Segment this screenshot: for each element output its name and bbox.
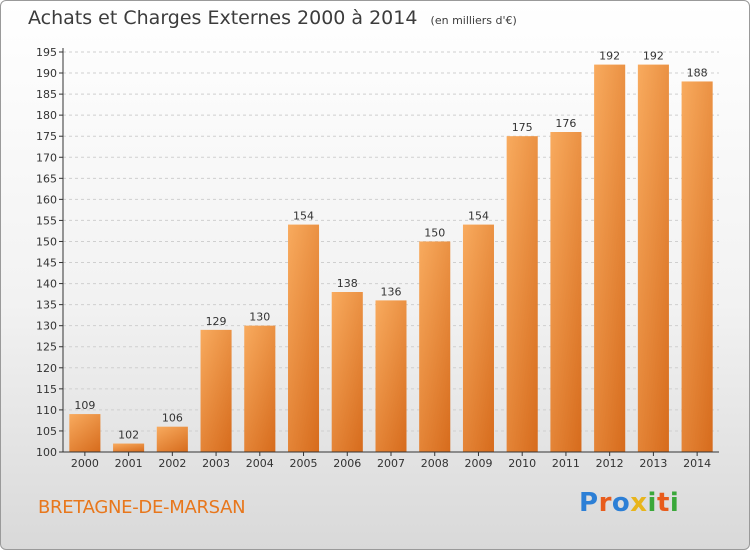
x-tick-label: 2010 (508, 457, 536, 470)
y-tick-label: 190 (36, 67, 57, 80)
x-tick-label: 2001 (115, 457, 143, 470)
bar-shade (419, 241, 451, 452)
data-label: 130 (249, 311, 270, 324)
axes: 100 105 110 115 120 125 130 135 140 145 150 155 160 1… (36, 46, 719, 470)
data-label: 102 (118, 429, 139, 442)
data-label: 109 (74, 399, 95, 412)
logo-letter: i (647, 488, 657, 518)
x-tick-label: 2002 (158, 457, 186, 470)
bar-shade (637, 64, 669, 452)
place-name: BRETAGNE-DE-MARSAN (38, 497, 246, 518)
x-tick-label: 2012 (596, 457, 624, 470)
y-tick-label: 135 (36, 299, 57, 312)
chart-title: Achats et Charges Externes 2000 à 2014 (28, 7, 418, 29)
x-tick-label: 2013 (639, 457, 667, 470)
x-tick-label: 2005 (290, 457, 318, 470)
y-tick-label: 170 (36, 151, 57, 164)
logo-letter: t (656, 488, 670, 518)
y-tick-label: 115 (36, 383, 57, 396)
bar-shade (288, 224, 320, 452)
y-tick-label: 120 (36, 362, 57, 375)
bar-shade (156, 426, 188, 452)
x-tick-label: 2000 (71, 457, 99, 470)
data-label: 106 (162, 412, 183, 425)
x-tick-label: 2006 (333, 457, 361, 470)
data-label: 176 (555, 117, 576, 130)
bar-shade (594, 64, 626, 452)
y-tick-label: 155 (36, 214, 57, 227)
logo-letter: i (669, 488, 680, 518)
data-label: 154 (293, 210, 314, 223)
y-tick-label: 105 (36, 425, 57, 438)
x-tick-label: 2014 (683, 457, 711, 470)
x-tick-label: 2003 (202, 457, 230, 470)
bar-shade (375, 300, 407, 452)
y-tick-label: 110 (36, 404, 57, 417)
bar-shade (462, 224, 494, 452)
bar-shade (506, 136, 538, 453)
x-tick-label: 2007 (377, 457, 405, 470)
y-tick-label: 130 (36, 320, 57, 333)
data-label: 138 (337, 277, 358, 290)
data-label: 188 (687, 66, 708, 79)
y-tick-label: 195 (36, 46, 57, 59)
data-label: 175 (512, 121, 533, 134)
bar-shade (681, 81, 713, 452)
y-tick-label: 185 (36, 88, 57, 101)
data-label: 154 (468, 210, 489, 223)
y-tick-label: 165 (36, 172, 57, 185)
x-tick-label: 2009 (464, 457, 492, 470)
y-tick-label: 100 (36, 446, 57, 459)
bar-shade (113, 443, 145, 452)
data-label: 192 (599, 50, 620, 63)
data-label: 136 (381, 285, 402, 298)
logo-letter: P (579, 488, 599, 518)
proxiti-logo: Proxiti (579, 488, 679, 518)
y-tick-label: 160 (36, 193, 57, 206)
chart-subtitle: (en milliers d'€) (430, 14, 517, 27)
x-tick-label: 2004 (246, 457, 274, 470)
bar-shade (244, 325, 276, 452)
bar-shade (331, 292, 363, 452)
x-tick-label: 2008 (421, 457, 449, 470)
bar-shade (550, 132, 582, 452)
logo-letter: r (598, 488, 612, 518)
y-tick-label: 150 (36, 235, 57, 248)
data-label: 129 (206, 315, 227, 328)
bar-shade (200, 329, 232, 452)
x-tick-label: 2011 (552, 457, 580, 470)
logo-letter: o (611, 488, 631, 518)
y-tick-label: 175 (36, 130, 57, 143)
bar-shade (69, 414, 101, 452)
y-tick-label: 140 (36, 278, 57, 291)
data-label: 150 (424, 226, 445, 239)
logo-letter: x (630, 488, 648, 518)
data-label: 192 (643, 50, 664, 63)
y-tick-label: 125 (36, 341, 57, 354)
y-tick-label: 180 (36, 109, 57, 122)
chart-title-block: Achats et Charges Externes 2000 à 2014 (… (28, 7, 517, 29)
y-tick-label: 145 (36, 257, 57, 270)
bars: 109 102 106 129 130 154 138 136 150 154 175 176 192 1… (69, 50, 713, 453)
